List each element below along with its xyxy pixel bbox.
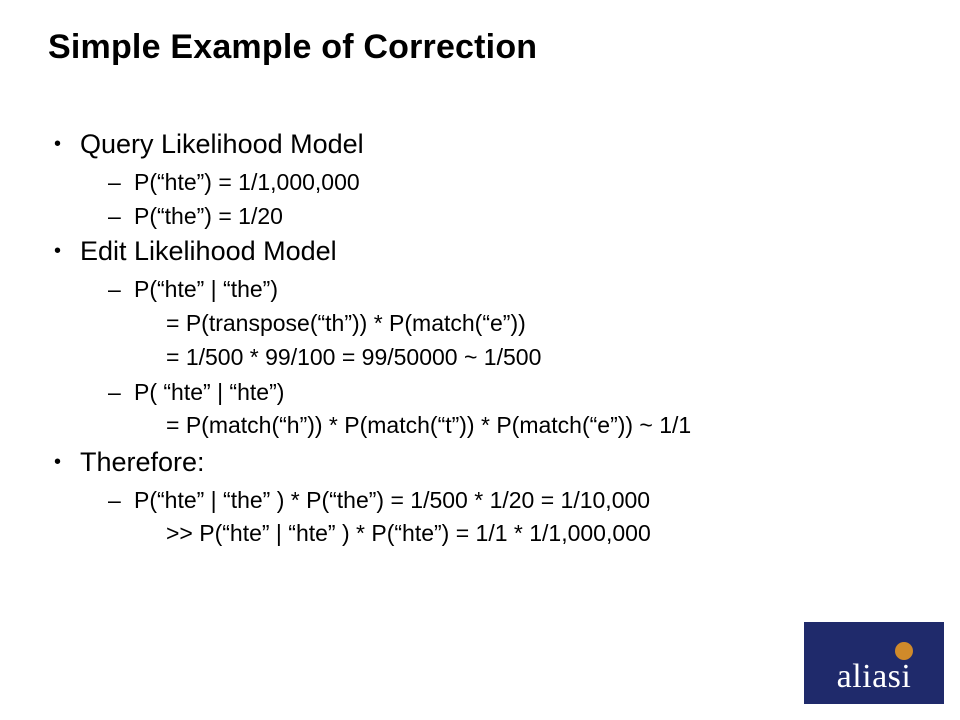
bullet-icon: • bbox=[48, 128, 80, 160]
sub-item: – P( “hte” | “hte”) bbox=[48, 378, 908, 407]
logo-suffix: i bbox=[901, 658, 911, 695]
dash-icon: – bbox=[108, 168, 134, 197]
logo-inner: aliasi bbox=[804, 622, 944, 704]
slide-content: • Query Likelihood Model – P(“hte”) = 1/… bbox=[48, 128, 908, 554]
logo-text: aliasi bbox=[837, 660, 912, 694]
slide: Simple Example of Correction • Query Lik… bbox=[0, 0, 960, 720]
dash-icon: – bbox=[108, 378, 134, 407]
slide-title: Simple Example of Correction bbox=[48, 28, 537, 67]
subsub-text: = P(match(“h”)) * P(match(“t”)) * P(matc… bbox=[48, 411, 908, 440]
sub-item: – P(“hte” | “the” ) * P(“the”) = 1/500 *… bbox=[48, 486, 908, 515]
bullet-text: Therefore: bbox=[80, 446, 205, 480]
sub-text: P( “hte” | “hte”) bbox=[134, 378, 284, 407]
sub-text: P(“the”) = 1/20 bbox=[134, 202, 283, 231]
bullet-item: • Edit Likelihood Model bbox=[48, 235, 908, 269]
sub-item: – P(“the”) = 1/20 bbox=[48, 202, 908, 231]
bullet-item: • Therefore: bbox=[48, 446, 908, 480]
sub-text: P(“hte”) = 1/1,000,000 bbox=[134, 168, 360, 197]
bullet-text: Query Likelihood Model bbox=[80, 128, 364, 162]
sub-text: P(“hte” | “the” ) * P(“the”) = 1/500 * 1… bbox=[134, 486, 650, 515]
sub-item: – P(“hte”) = 1/1,000,000 bbox=[48, 168, 908, 197]
subsub-text: = 1/500 * 99/100 = 99/50000 ~ 1/500 bbox=[48, 343, 908, 372]
subsub-text: = P(transpose(“th”)) * P(match(“e”)) bbox=[48, 309, 908, 338]
sub-text: P(“hte” | “the”) bbox=[134, 275, 278, 304]
logo-suffix-wrap: i bbox=[901, 660, 911, 694]
bullet-icon: • bbox=[48, 446, 80, 478]
sub-item: – P(“hte” | “the”) bbox=[48, 275, 908, 304]
dash-icon: – bbox=[108, 275, 134, 304]
dash-icon: – bbox=[108, 202, 134, 231]
logo-prefix: alias bbox=[837, 658, 902, 695]
bullet-item: • Query Likelihood Model bbox=[48, 128, 908, 162]
bullet-icon: • bbox=[48, 235, 80, 267]
dash-icon: – bbox=[108, 486, 134, 515]
brand-logo: aliasi bbox=[804, 622, 944, 704]
bullet-text: Edit Likelihood Model bbox=[80, 235, 337, 269]
subsub-text: >> P(“hte” | “hte” ) * P(“hte”) = 1/1 * … bbox=[48, 519, 908, 548]
